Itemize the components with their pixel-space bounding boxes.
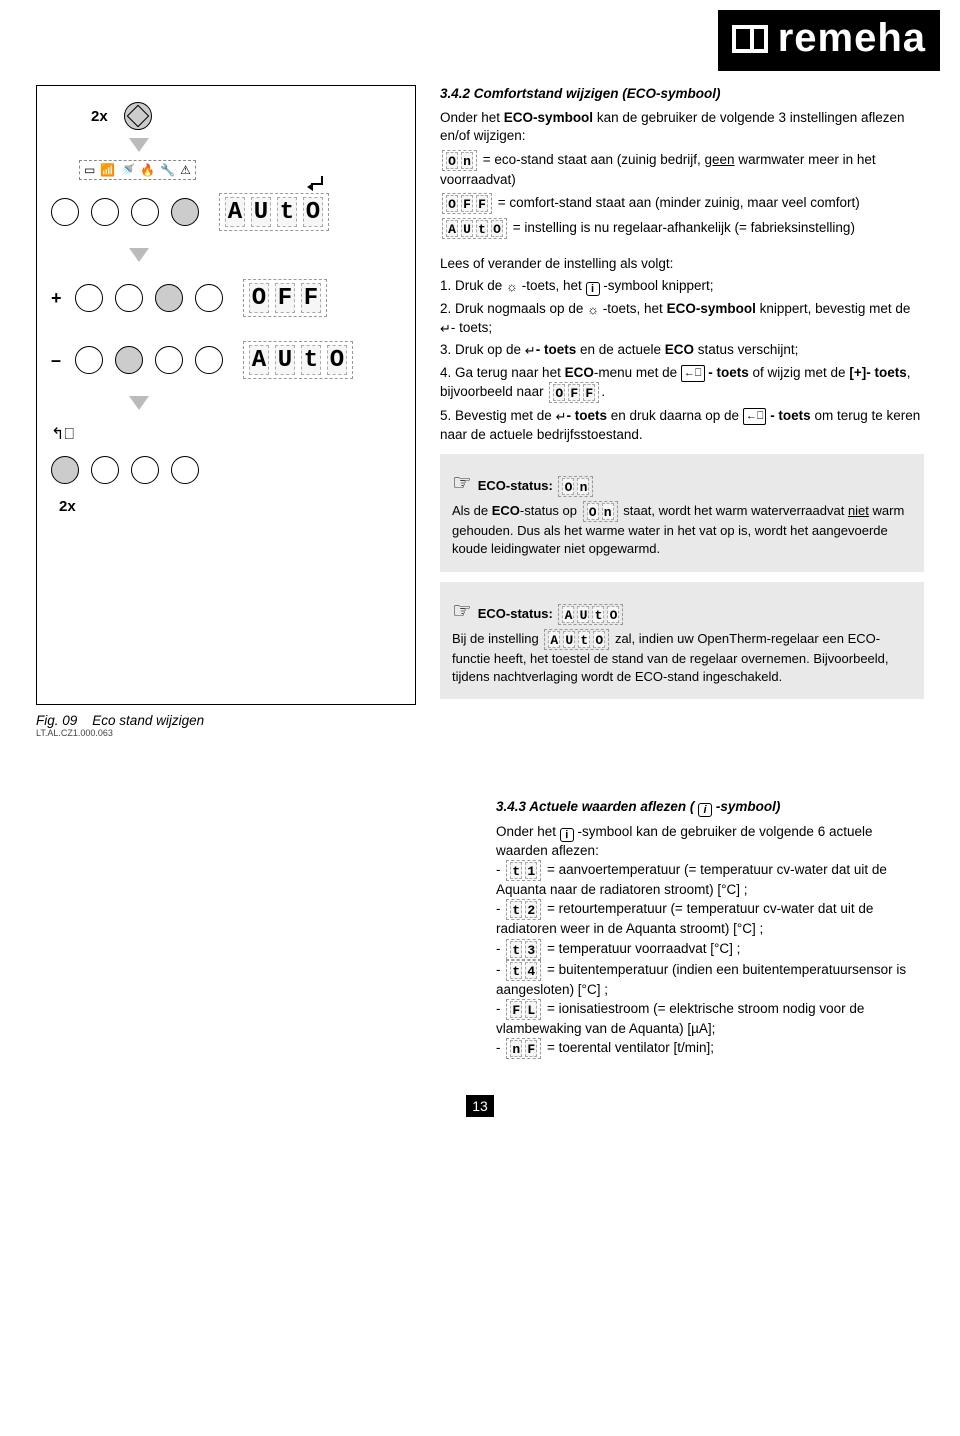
- btn[interactable]: [75, 284, 103, 312]
- press-count-top: 2x: [91, 108, 108, 125]
- btn[interactable]: [91, 198, 119, 226]
- minus-button[interactable]: [115, 346, 143, 374]
- text-column: 3.4.2 Comfortstand wijzigen (ECO-symbool…: [440, 85, 924, 738]
- step-2: 2. Druk nogmaals op de ☼ -toets, het ECO…: [440, 300, 924, 337]
- btn[interactable]: [51, 198, 79, 226]
- btn[interactable]: [131, 456, 159, 484]
- step-4: 4. Ga terug naar het ECO-menu met de ←⎕ …: [440, 364, 924, 403]
- button-group-minus: [75, 346, 223, 374]
- sec-343-title: 3.4.3 Actuele waarden aflezen ( i -symbo…: [496, 798, 924, 817]
- figure-code: LT.AL.CZ1.000.063: [36, 728, 416, 738]
- step-3: 3. Druk op de ↵- toets en de actuele ECO…: [440, 341, 924, 360]
- note-eco-auto: ☞ECO-status: AUtO Bij de instelling AUtO…: [440, 582, 924, 700]
- display-off: OFF: [243, 279, 327, 317]
- enter-button[interactable]: [171, 198, 199, 226]
- t3: - t3 = temperatuur voorraadvat [°C] ;: [496, 939, 924, 960]
- button-group-1: [51, 198, 199, 226]
- btn[interactable]: [115, 284, 143, 312]
- figure-caption: Fig. 09 Eco stand wijzigen: [36, 713, 416, 728]
- btn[interactable]: [195, 346, 223, 374]
- t1: - t1 = aanvoertemperatuur (= temperatuur…: [496, 860, 924, 899]
- note-eco-on: ☞ECO-status: On Als de ECO-status op On …: [440, 454, 924, 572]
- fl: - FL = ionisatiestroom (= elektrische st…: [496, 999, 924, 1038]
- step-5: 5. Bevestig met de ↵- toets en druk daar…: [440, 407, 924, 444]
- mode-button-top[interactable]: [124, 102, 152, 130]
- btn[interactable]: [91, 456, 119, 484]
- btn[interactable]: [131, 198, 159, 226]
- button-group-back: [51, 456, 199, 484]
- step-1: 1. Druk de ☼ -toets, het i -symbool knip…: [440, 277, 924, 296]
- line-on: On = eco-stand staat aan (zuinig bedrijf…: [440, 150, 924, 189]
- brand-name: remeha: [778, 16, 926, 61]
- page-footer: 13: [0, 1059, 960, 1133]
- minus-label: –: [51, 350, 63, 371]
- line-auto: AUtO = instelling is nu regelaar-afhanke…: [440, 218, 924, 239]
- intro: Onder het ECO-symbool kan de gebruiker d…: [440, 109, 924, 145]
- nf: - nF = toerental ventilator [t/min];: [496, 1038, 924, 1059]
- t4: - t4 = buitentemperatuur (indien een bui…: [496, 960, 924, 999]
- display-auto-1: AUtO: [219, 193, 329, 231]
- read-lead: Lees of verander de instelling als volgt…: [440, 255, 924, 273]
- info-icon: i: [586, 282, 600, 296]
- page-number: 13: [466, 1095, 494, 1117]
- sec-343: 3.4.3 Actuele waarden aflezen ( i -symbo…: [40, 798, 960, 1059]
- arrow-down-icon: [129, 138, 149, 152]
- enter-icon: [307, 175, 325, 193]
- info-icon: i: [560, 828, 574, 842]
- back-icon: ↰⎕: [51, 424, 74, 444]
- figure-column: 2x ▭📶🚿🔥🔧⚠: [36, 85, 416, 738]
- btn[interactable]: [195, 284, 223, 312]
- brand-logo-icon: [732, 25, 768, 53]
- header: remeha: [0, 0, 960, 77]
- brand-logo: remeha: [718, 10, 940, 71]
- btn[interactable]: [171, 456, 199, 484]
- btn[interactable]: [75, 346, 103, 374]
- button-group-plus: [75, 284, 223, 312]
- display-auto-2: AUtO: [243, 341, 353, 379]
- plus-label: +: [51, 288, 63, 309]
- press-count-bottom: 2x: [51, 498, 401, 515]
- btn[interactable]: [155, 346, 183, 374]
- figure-09: 2x ▭📶🚿🔥🔧⚠: [36, 85, 416, 705]
- plus-button[interactable]: [155, 284, 183, 312]
- arrow-down-icon: [129, 396, 149, 410]
- info-icon: i: [698, 803, 712, 817]
- hand-icon: ☞: [452, 598, 472, 623]
- sec-342-title: 3.4.2 Comfortstand wijzigen (ECO-symbool…: [440, 85, 924, 103]
- line-off: OFF = comfort-stand staat aan (minder zu…: [440, 193, 924, 214]
- back-button[interactable]: [51, 456, 79, 484]
- sec-343-intro: Onder het i -symbool kan de gebruiker de…: [496, 823, 924, 860]
- arrow-down-icon: [129, 248, 149, 262]
- t2: - t2 = retourtemperatuur (= temperatuur …: [496, 899, 924, 938]
- display-icons: ▭📶🚿🔥🔧⚠: [79, 160, 196, 180]
- hand-icon: ☞: [452, 470, 472, 495]
